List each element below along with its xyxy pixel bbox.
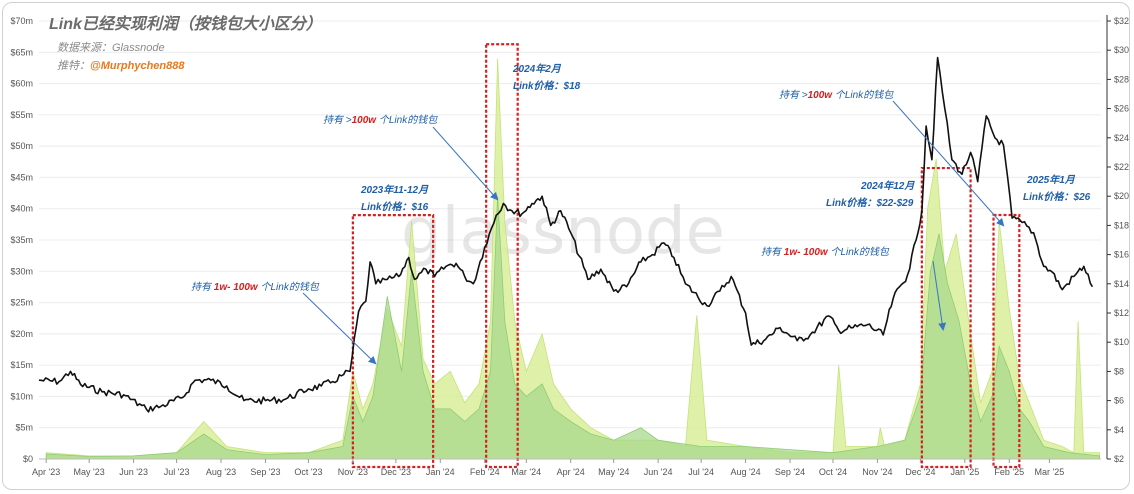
watermark: glassnode — [401, 195, 725, 269]
highlight-box — [920, 166, 972, 469]
annotation-2023-date: 2023年11-12月 — [360, 184, 429, 196]
y-right-tick-label: $12 — [1114, 308, 1129, 318]
y-left-tick-label: $70m — [10, 16, 33, 26]
price-line — [38, 56, 1094, 413]
y-left-tick-label: $60m — [10, 79, 33, 89]
x-tick-label: Jul '23 — [164, 467, 190, 477]
y-right-tick-label: $26 — [1114, 104, 1129, 114]
y-left-tick-label: $20m — [10, 329, 33, 339]
x-tick-label: Dec '24 — [905, 467, 935, 477]
y-right-tick-label: $2 — [1114, 454, 1124, 464]
annotation-arrow — [892, 100, 1005, 227]
author-handle[interactable]: @Murphychen888 — [90, 60, 185, 72]
x-tick-label: Jun '23 — [119, 467, 148, 477]
annotation-2025jan-date: 2025年1月 — [1026, 174, 1076, 186]
x-tick-label: Mar '24 — [511, 467, 541, 477]
axis-layer: $0 $5m $10m $15m $20m $25m $30m $35m $40m $45m $50… — [10, 15, 1129, 477]
annotation-arrow — [932, 260, 947, 331]
y-left-tick-label: $5m — [15, 423, 33, 433]
x-tick-label: May '24 — [598, 467, 629, 477]
x-tick-label: Oct '24 — [819, 467, 847, 477]
y-right-tick-label: $18 — [1114, 220, 1129, 230]
y-left-tick-label: $10m — [10, 391, 33, 401]
annotation-100w-left: 持有 >100w 个Link的钱包 — [323, 114, 438, 126]
x-tick-label: Aug '23 — [206, 467, 236, 477]
highlight-box — [485, 43, 519, 469]
y-right-tick-label: $30 — [1114, 45, 1129, 55]
annotation-2023-price: Link价格：$16 — [361, 201, 429, 213]
highlight-box — [992, 213, 1021, 469]
annotation-2024dec-price: Link价格：$22-$29 — [826, 197, 914, 209]
annotation-arrow — [302, 292, 377, 365]
x-tick-label: Dec '23 — [381, 467, 411, 477]
chart-svg: glassnode $0$5m$10m$15m$20m$25m$30m$35m$… — [10, 14, 1129, 477]
annotation-2024dec-date: 2024年12月 — [860, 180, 915, 192]
x-tick-label: Aug '24 — [730, 467, 760, 477]
highlight-boxes — [351, 43, 1021, 469]
x-tick-label: Jan '24 — [426, 467, 455, 477]
y-left-tick-label: $65m — [10, 47, 33, 57]
y-left-tick-label: $40m — [10, 204, 33, 214]
x-tick-label: Sep '23 — [250, 467, 280, 477]
x-tick-label: Apr '23 — [32, 467, 60, 477]
annotation-2024feb-date: 2024年2月 — [512, 63, 562, 75]
annotation-arrows — [302, 100, 1005, 365]
x-tick-label: Jun '24 — [644, 467, 673, 477]
y-left-tick-label: $35m — [10, 235, 33, 245]
y-right-tick-label: $20 — [1114, 191, 1129, 201]
y-left-tick-label: $50m — [10, 141, 33, 151]
annotation-100w-right: 持有 >100w 个Link的钱包 — [779, 89, 894, 101]
y-right-tick-label: $10 — [1114, 337, 1129, 347]
highlight-box — [351, 214, 435, 469]
x-tick-label: Jul '24 — [688, 467, 714, 477]
y-left-tick-label: $15m — [10, 360, 33, 370]
y-left-tick-label: $25m — [10, 298, 33, 308]
price-line-layer — [38, 56, 1094, 413]
x-tick-label: May '23 — [74, 467, 105, 477]
y-left-tick-label: $0 — [23, 454, 33, 464]
y-left-tick-label: $30m — [10, 266, 33, 276]
annotation-arrow — [432, 126, 499, 201]
y-left-tick-label: $55m — [10, 110, 33, 120]
x-tick-label: Apr '24 — [557, 467, 585, 477]
x-tick-label: Feb '24 — [470, 467, 500, 477]
y-right-tick-label: $6 — [1114, 396, 1124, 406]
x-tick-label: Nov '23 — [338, 467, 368, 477]
y-right-tick-label: $24 — [1114, 133, 1129, 143]
y-right-tick-label: $4 — [1114, 425, 1124, 435]
y-right-tick-label: $22 — [1114, 162, 1129, 172]
annotation-1w-100w-right: 持有 1w- 100w 个Link的钱包 — [761, 246, 890, 258]
annotation-2025jan-price: Link价格：$26 — [1023, 191, 1091, 203]
data-source: 数据来源：Glassnode — [57, 41, 165, 54]
x-tick-label: Mar '25 — [1035, 467, 1065, 477]
x-tick-label: Jan '25 — [950, 467, 979, 477]
grid-layer — [39, 20, 1101, 460]
y-right-tick-label: $14 — [1114, 279, 1129, 289]
chart-title: Link已经实现利润（按钱包大小区分） — [49, 14, 322, 33]
y-right-tick-label: $28 — [1114, 74, 1129, 84]
y-right-tick-label: $8 — [1114, 366, 1124, 376]
x-tick-label: Feb '25 — [994, 467, 1024, 477]
author-line: 推特：@Murphychen888 — [57, 59, 185, 72]
x-tick-label: Sep '24 — [775, 467, 805, 477]
annotation-1w-100w-left: 持有 1w- 100w 个Link的钱包 — [191, 281, 320, 293]
y-left-tick-label: $45m — [10, 172, 33, 182]
x-tick-label: Oct '23 — [294, 467, 322, 477]
author-prefix: 推特： — [57, 59, 90, 72]
annotation-2024feb-price: Link价格：$18 — [513, 80, 581, 92]
y-right-tick-label: $16 — [1114, 250, 1129, 260]
y-right-tick-label: $32 — [1114, 16, 1129, 26]
x-tick-label: Nov '24 — [862, 467, 892, 477]
